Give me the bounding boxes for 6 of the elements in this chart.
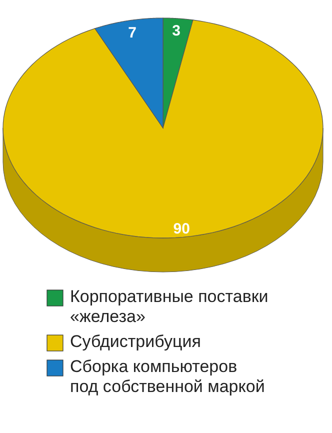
legend-label: Корпоративные поставки «железа» xyxy=(70,287,268,326)
data-label: 90 xyxy=(173,220,190,238)
data-label: 3 xyxy=(172,22,180,40)
data-label: 7 xyxy=(128,24,136,42)
legend-label: Сборка компьютеров под собственной маркой xyxy=(70,357,265,396)
legend-label: Субдистрибуция xyxy=(70,332,201,352)
